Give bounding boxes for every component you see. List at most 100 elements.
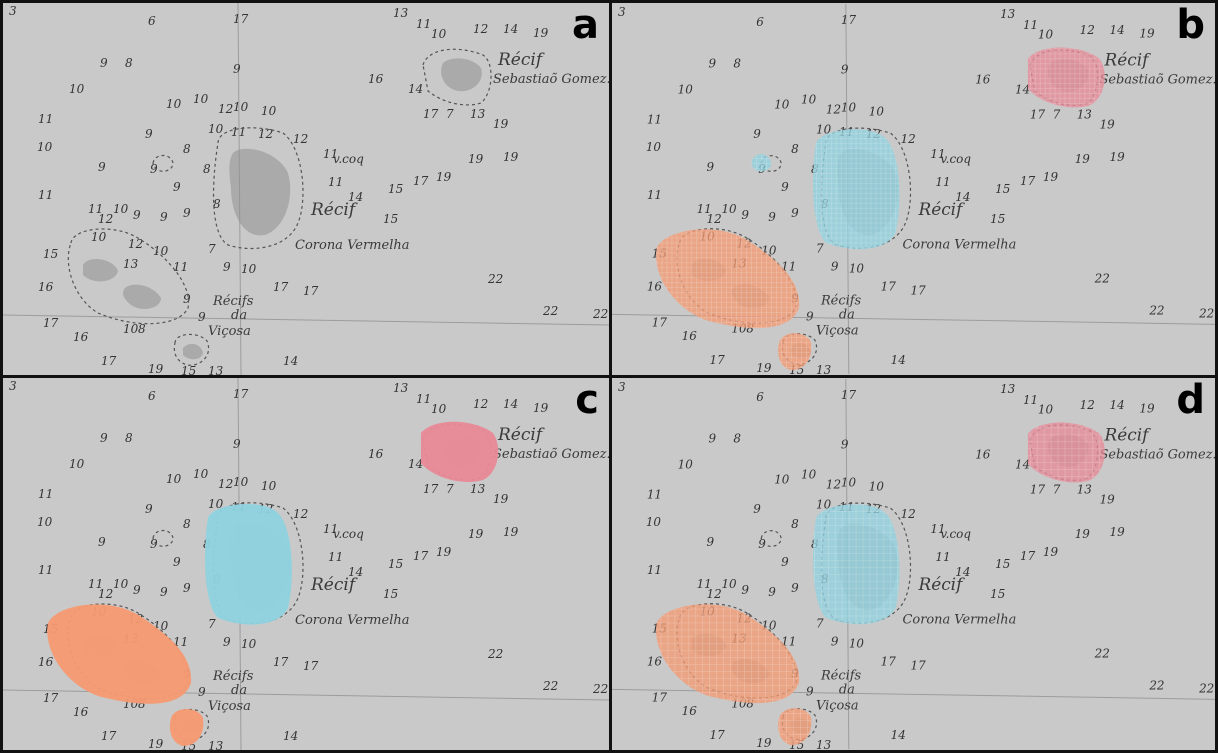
sounding-c-62: 10	[241, 637, 257, 651]
sounding-b-14: 14	[1015, 82, 1030, 96]
sounding-a-2: 17	[233, 12, 249, 26]
sounding-d-37: v.coq	[940, 527, 971, 541]
sounding-c-8: 19	[533, 401, 549, 415]
sounding-d-58: 11	[781, 635, 796, 649]
sounding-a-37: v.coq	[333, 152, 364, 166]
sounding-a-60: 7	[208, 242, 216, 256]
recif-mid-label-d: Récif	[917, 574, 965, 594]
recif-top-label-a: Récif	[497, 50, 545, 70]
corona-label-b: Corona Vermelha	[903, 238, 1017, 253]
sounding-a-63: 16	[38, 280, 54, 294]
sounding-a-35: 8	[203, 162, 211, 176]
map-panel-c: 3 6 17 13 11 10 12 14 19 9 8 10 9 16 14 17 7 13 19 12 10 10 10…	[0, 375, 612, 753]
sebastiao-label-c: Sebastiaõ Gomez.	[493, 447, 609, 462]
sounding-b-4: 11	[1023, 18, 1038, 32]
sounding-c-14: 14	[408, 457, 423, 471]
sounding-b-1: 6	[756, 15, 764, 29]
sounding-d-65: 17	[911, 658, 927, 672]
sounding-b-21: 10	[869, 104, 885, 118]
sounding-b-0: 3	[618, 5, 626, 19]
sounding-a-24: 12	[258, 127, 273, 141]
sounding-a-39: 14	[348, 190, 363, 204]
sounding-b-27: 10	[801, 92, 817, 106]
sounding-a-67: 22	[542, 304, 558, 318]
sounding-c-34: 9	[173, 555, 181, 569]
sounding-b-65: 17	[911, 283, 927, 297]
sounding-d-31: 8	[791, 517, 799, 531]
sounding-c-33: 9	[150, 537, 158, 551]
sounding-a-47: 12	[98, 212, 113, 226]
panel-letter-d: d	[1176, 377, 1205, 423]
recif-top-label-d: Récif	[1104, 425, 1152, 445]
segmentation-overlay-b	[656, 47, 1105, 371]
sounding-a-48: 10	[113, 202, 129, 216]
panel-letter-b: b	[1176, 2, 1205, 48]
sounding-a-7: 14	[503, 22, 518, 36]
sounding-d-67: 22	[1148, 678, 1164, 692]
sounding-d-46: 11	[697, 577, 712, 591]
sounding-a-68: 22	[592, 307, 608, 321]
sounding-b-41: 17	[1020, 174, 1036, 188]
sounding-d-48: 10	[721, 577, 737, 591]
sounding-b-15: 17	[1030, 107, 1046, 121]
sounding-b-49: 9	[741, 208, 749, 222]
sounding-c-21: 10	[261, 479, 277, 493]
sounding-a-50: 9	[160, 210, 168, 224]
sebastiao-label-d: Sebastiaõ Gomez.	[1100, 448, 1215, 463]
sounding-d-25: 12	[901, 507, 916, 521]
sounding-b-53: 15	[990, 212, 1005, 226]
sounding-a-64: 9	[183, 292, 191, 306]
sounding-a-79: 14	[283, 354, 298, 368]
sounding-b-47: 12	[707, 212, 722, 226]
sounding-d-19: 12	[826, 477, 841, 491]
sounding-a-1: 6	[148, 14, 156, 28]
sounding-b-63: 16	[647, 279, 663, 293]
sounding-b-75: 17	[710, 353, 726, 367]
sounding-a-71: 16	[73, 330, 89, 344]
sounding-a-32: 9	[98, 160, 106, 174]
sounding-a-78: 13	[208, 364, 224, 375]
sounding-c-67: 22	[542, 679, 558, 693]
sounding-c-65: 17	[303, 659, 319, 673]
sounding-a-36: 11	[323, 147, 338, 161]
sounding-a-69: 22	[487, 272, 503, 286]
sounding-c-75: 17	[101, 729, 117, 743]
sounding-d-66: 17	[881, 654, 897, 668]
vicosa-label-d: Viçosa	[816, 698, 859, 713]
sounding-d-39: 14	[955, 565, 970, 579]
sounding-c-51: 9	[183, 581, 191, 595]
sounding-d-49: 9	[741, 583, 749, 597]
reef-outline-a-2	[67, 228, 190, 325]
sounding-c-7: 14	[503, 397, 518, 411]
corona-label-c: Corona Vermelha	[295, 613, 409, 628]
sounding-a-58: 11	[173, 260, 188, 274]
sounding-c-40: 15	[388, 557, 403, 571]
sounding-a-28: 11	[38, 112, 53, 126]
sounding-a-54: 15	[43, 247, 58, 261]
sounding-b-10: 8	[733, 57, 741, 71]
sounding-c-58: 11	[173, 635, 188, 649]
reef-mask-recif-b	[1027, 47, 1105, 108]
sounding-d-21: 10	[869, 479, 885, 493]
sounding-c-18: 19	[493, 492, 509, 506]
sounding-b-36: 11	[930, 147, 945, 161]
sounding-c-32: 9	[98, 535, 106, 549]
sounding-c-49: 9	[133, 583, 141, 597]
sounding-c-19: 12	[218, 477, 233, 491]
sounding-d-63: 16	[647, 654, 663, 668]
sounding-b-69: 22	[1094, 272, 1110, 286]
sounding-c-5: 10	[431, 402, 447, 416]
sounding-a-17: 13	[470, 107, 486, 121]
sounding-c-31: 8	[183, 517, 191, 531]
sounding-d-28: 11	[647, 487, 662, 501]
sounding-d-36: 11	[930, 522, 945, 536]
sounding-b-18: 19	[1100, 117, 1116, 131]
sounding-a-31: 8	[183, 142, 191, 156]
sounding-b-76: 19	[756, 361, 772, 375]
sounding-a-55: 10	[91, 230, 107, 244]
sounding-d-10: 8	[733, 432, 741, 446]
sounding-a-16: 7	[446, 107, 454, 121]
sounding-a-38: 11	[328, 175, 343, 189]
sounding-b-30: 9	[753, 127, 761, 141]
sounding-a-56: 12	[128, 237, 143, 251]
